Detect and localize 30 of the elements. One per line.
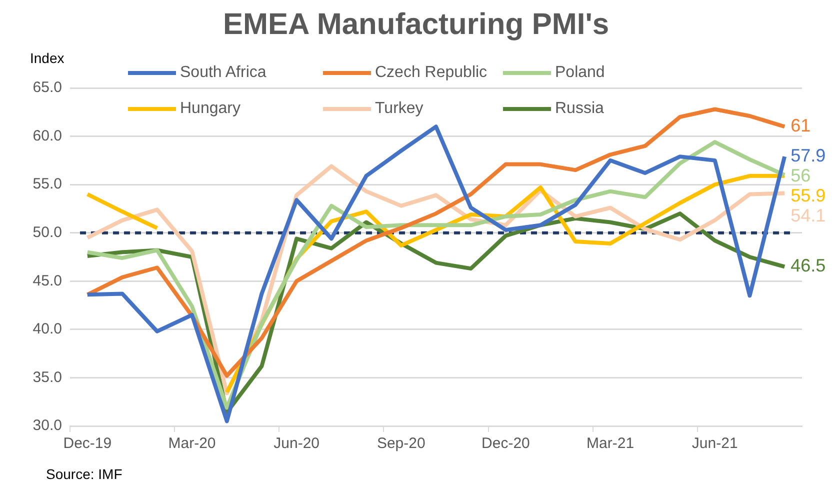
y-tick-label: 35.0 [32, 368, 62, 386]
x-tick-label: Sep-20 [376, 435, 426, 452]
source-note: Source: IMF [46, 466, 122, 482]
y-tick-label: 55.0 [32, 176, 62, 193]
y-tick-label: 30.0 [32, 417, 62, 434]
y-tick-label: 50.0 [32, 224, 62, 241]
y-tick-label: 45.0 [32, 272, 62, 290]
x-tick-label: Jun-20 [274, 435, 320, 452]
data-label: 57.9 [790, 146, 826, 166]
data-label: 54.1 [790, 206, 826, 226]
x-tick-label: Mar-21 [586, 435, 634, 452]
data-label: 56 [790, 166, 811, 186]
legend-label: Russia [555, 100, 604, 118]
x-tick-label: Jun-21 [692, 435, 738, 452]
data-label: 61 [790, 116, 811, 136]
y-tick-label: 60.0 [32, 127, 62, 144]
legend-label: Hungary [180, 100, 240, 118]
y-tick-label: 40.0 [32, 320, 62, 338]
legend-label: South Africa [180, 64, 266, 82]
legend-label: Turkey [375, 100, 424, 118]
data-label: 46.5 [790, 256, 826, 276]
chart-title: EMEA Manufacturing PMI's [222, 8, 610, 42]
data-label: 55.9 [790, 186, 826, 206]
x-tick-label: Dec-20 [482, 435, 530, 452]
legend-label: Czech Republic [375, 64, 488, 82]
y-tick-label: 65.0 [32, 79, 62, 96]
x-tick-label: Mar-20 [168, 435, 216, 452]
legend-label: Poland [555, 64, 605, 82]
y-axis-title: Index [30, 50, 64, 66]
x-tick-label: Dec-19 [63, 435, 112, 452]
